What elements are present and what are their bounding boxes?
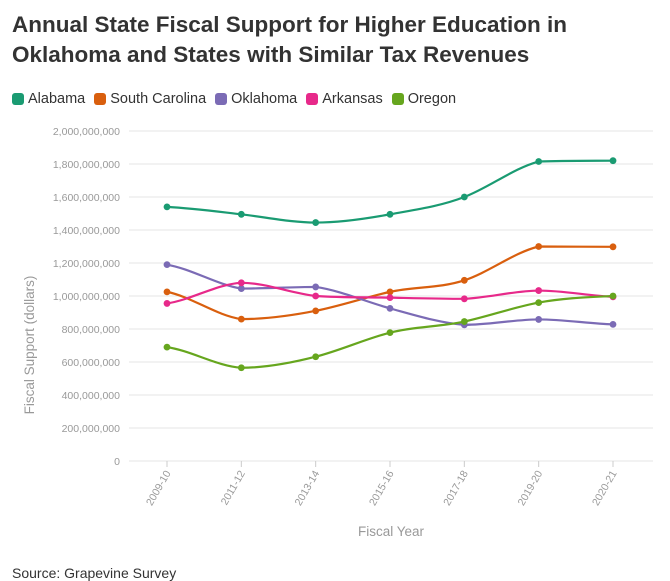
data-point[interactable] (237, 210, 245, 218)
data-point[interactable] (460, 193, 468, 201)
data-point[interactable] (460, 295, 468, 303)
y-tick-label: 400,000,000 (62, 390, 121, 402)
data-point[interactable] (386, 304, 394, 312)
legend-label: Alabama (28, 91, 86, 107)
data-point[interactable] (163, 261, 171, 269)
data-point[interactable] (163, 300, 171, 307)
chart-title: Annual State Fiscal Support for Higher E… (12, 12, 568, 67)
legend-label: Oklahoma (231, 91, 298, 107)
data-point[interactable] (460, 276, 468, 284)
data-point[interactable] (163, 343, 171, 351)
legend-swatch (215, 93, 228, 105)
x-axis: 2009-10 2011-12 2013-14 2015-16 2017-18 2019-… (144, 461, 620, 508)
legend-item[interactable]: South Carolina (94, 91, 206, 107)
y-tick-label: 1,800,000,000 (53, 159, 120, 171)
legend-swatch (391, 93, 404, 105)
legend-swatch (94, 93, 107, 105)
legend-item[interactable]: Arkansas (306, 91, 383, 107)
y-tick-label: 200,000,000 (62, 423, 121, 435)
data-point[interactable] (237, 279, 245, 287)
y-tick-label: 1,400,000,000 (53, 225, 120, 237)
x-axis-label: Fiscal Year (358, 524, 425, 539)
data-point[interactable] (312, 353, 320, 361)
data-point[interactable] (609, 243, 617, 251)
y-axis-label: Fiscal Support (dollars) (22, 276, 37, 415)
data-point[interactable] (163, 203, 171, 211)
legend-item[interactable]: Oklahoma (215, 91, 297, 107)
line-chart: 0 200,000,000 400,000,000 600,000,000 800,00… (22, 126, 653, 539)
data-point[interactable] (237, 285, 245, 292)
data-point[interactable] (312, 292, 320, 300)
x-tick-label: 2019-20 (516, 468, 546, 508)
legend: Alabama South Carolina Oklahoma Arkansas Ore… (12, 89, 465, 109)
y-tick-label: 2,000,000,000 (53, 126, 120, 138)
data-point[interactable] (237, 364, 245, 372)
data-point[interactable] (312, 219, 320, 226)
data-point[interactable] (609, 157, 617, 165)
legend-item[interactable]: Alabama (12, 91, 85, 107)
data-point[interactable] (163, 288, 171, 296)
x-tick-label: 2020-21 (590, 468, 620, 508)
data-point[interactable] (237, 315, 245, 323)
legend-swatch (306, 93, 319, 105)
x-tick-label: 2017-18 (441, 468, 471, 508)
y-tick-label: 0 (114, 456, 120, 468)
data-point[interactable] (386, 288, 394, 296)
y-tick-label: 1,600,000,000 (53, 192, 120, 204)
legend-item[interactable]: Oregon (391, 91, 457, 107)
y-tick-label: 600,000,000 (62, 357, 121, 369)
legend-label: Arkansas (322, 91, 383, 107)
source-note: Source: Grapevine Survey (12, 565, 177, 581)
data-point[interactable] (386, 210, 394, 218)
data-point[interactable] (535, 316, 543, 323)
y-tick-label: 800,000,000 (62, 324, 121, 336)
data-point[interactable] (535, 243, 543, 250)
data-point[interactable] (535, 299, 543, 306)
x-tick-label: 2013-14 (293, 468, 323, 508)
legend-label: South Carolina (110, 91, 207, 107)
x-tick-label: 2011-12 (219, 468, 248, 507)
y-axis: 0 200,000,000 400,000,000 600,000,000 800,00… (53, 126, 120, 468)
y-tick-label: 1,000,000,000 (53, 291, 120, 303)
data-point[interactable] (386, 294, 394, 302)
data-point[interactable] (609, 320, 617, 328)
data-point[interactable] (312, 283, 320, 291)
x-tick-label: 2009-10 (144, 468, 174, 508)
legend-label: Oregon (407, 91, 457, 107)
series-points (163, 157, 617, 372)
data-point[interactable] (535, 158, 543, 165)
series-lines (166, 159, 614, 369)
data-point[interactable] (386, 329, 394, 337)
x-tick-label: 2015-16 (367, 468, 397, 508)
data-point[interactable] (609, 292, 617, 300)
legend-swatch (12, 93, 24, 105)
data-point[interactable] (460, 318, 468, 325)
data-point[interactable] (535, 287, 543, 294)
data-point[interactable] (312, 307, 320, 315)
y-tick-label: 1,200,000,000 (53, 258, 120, 270)
